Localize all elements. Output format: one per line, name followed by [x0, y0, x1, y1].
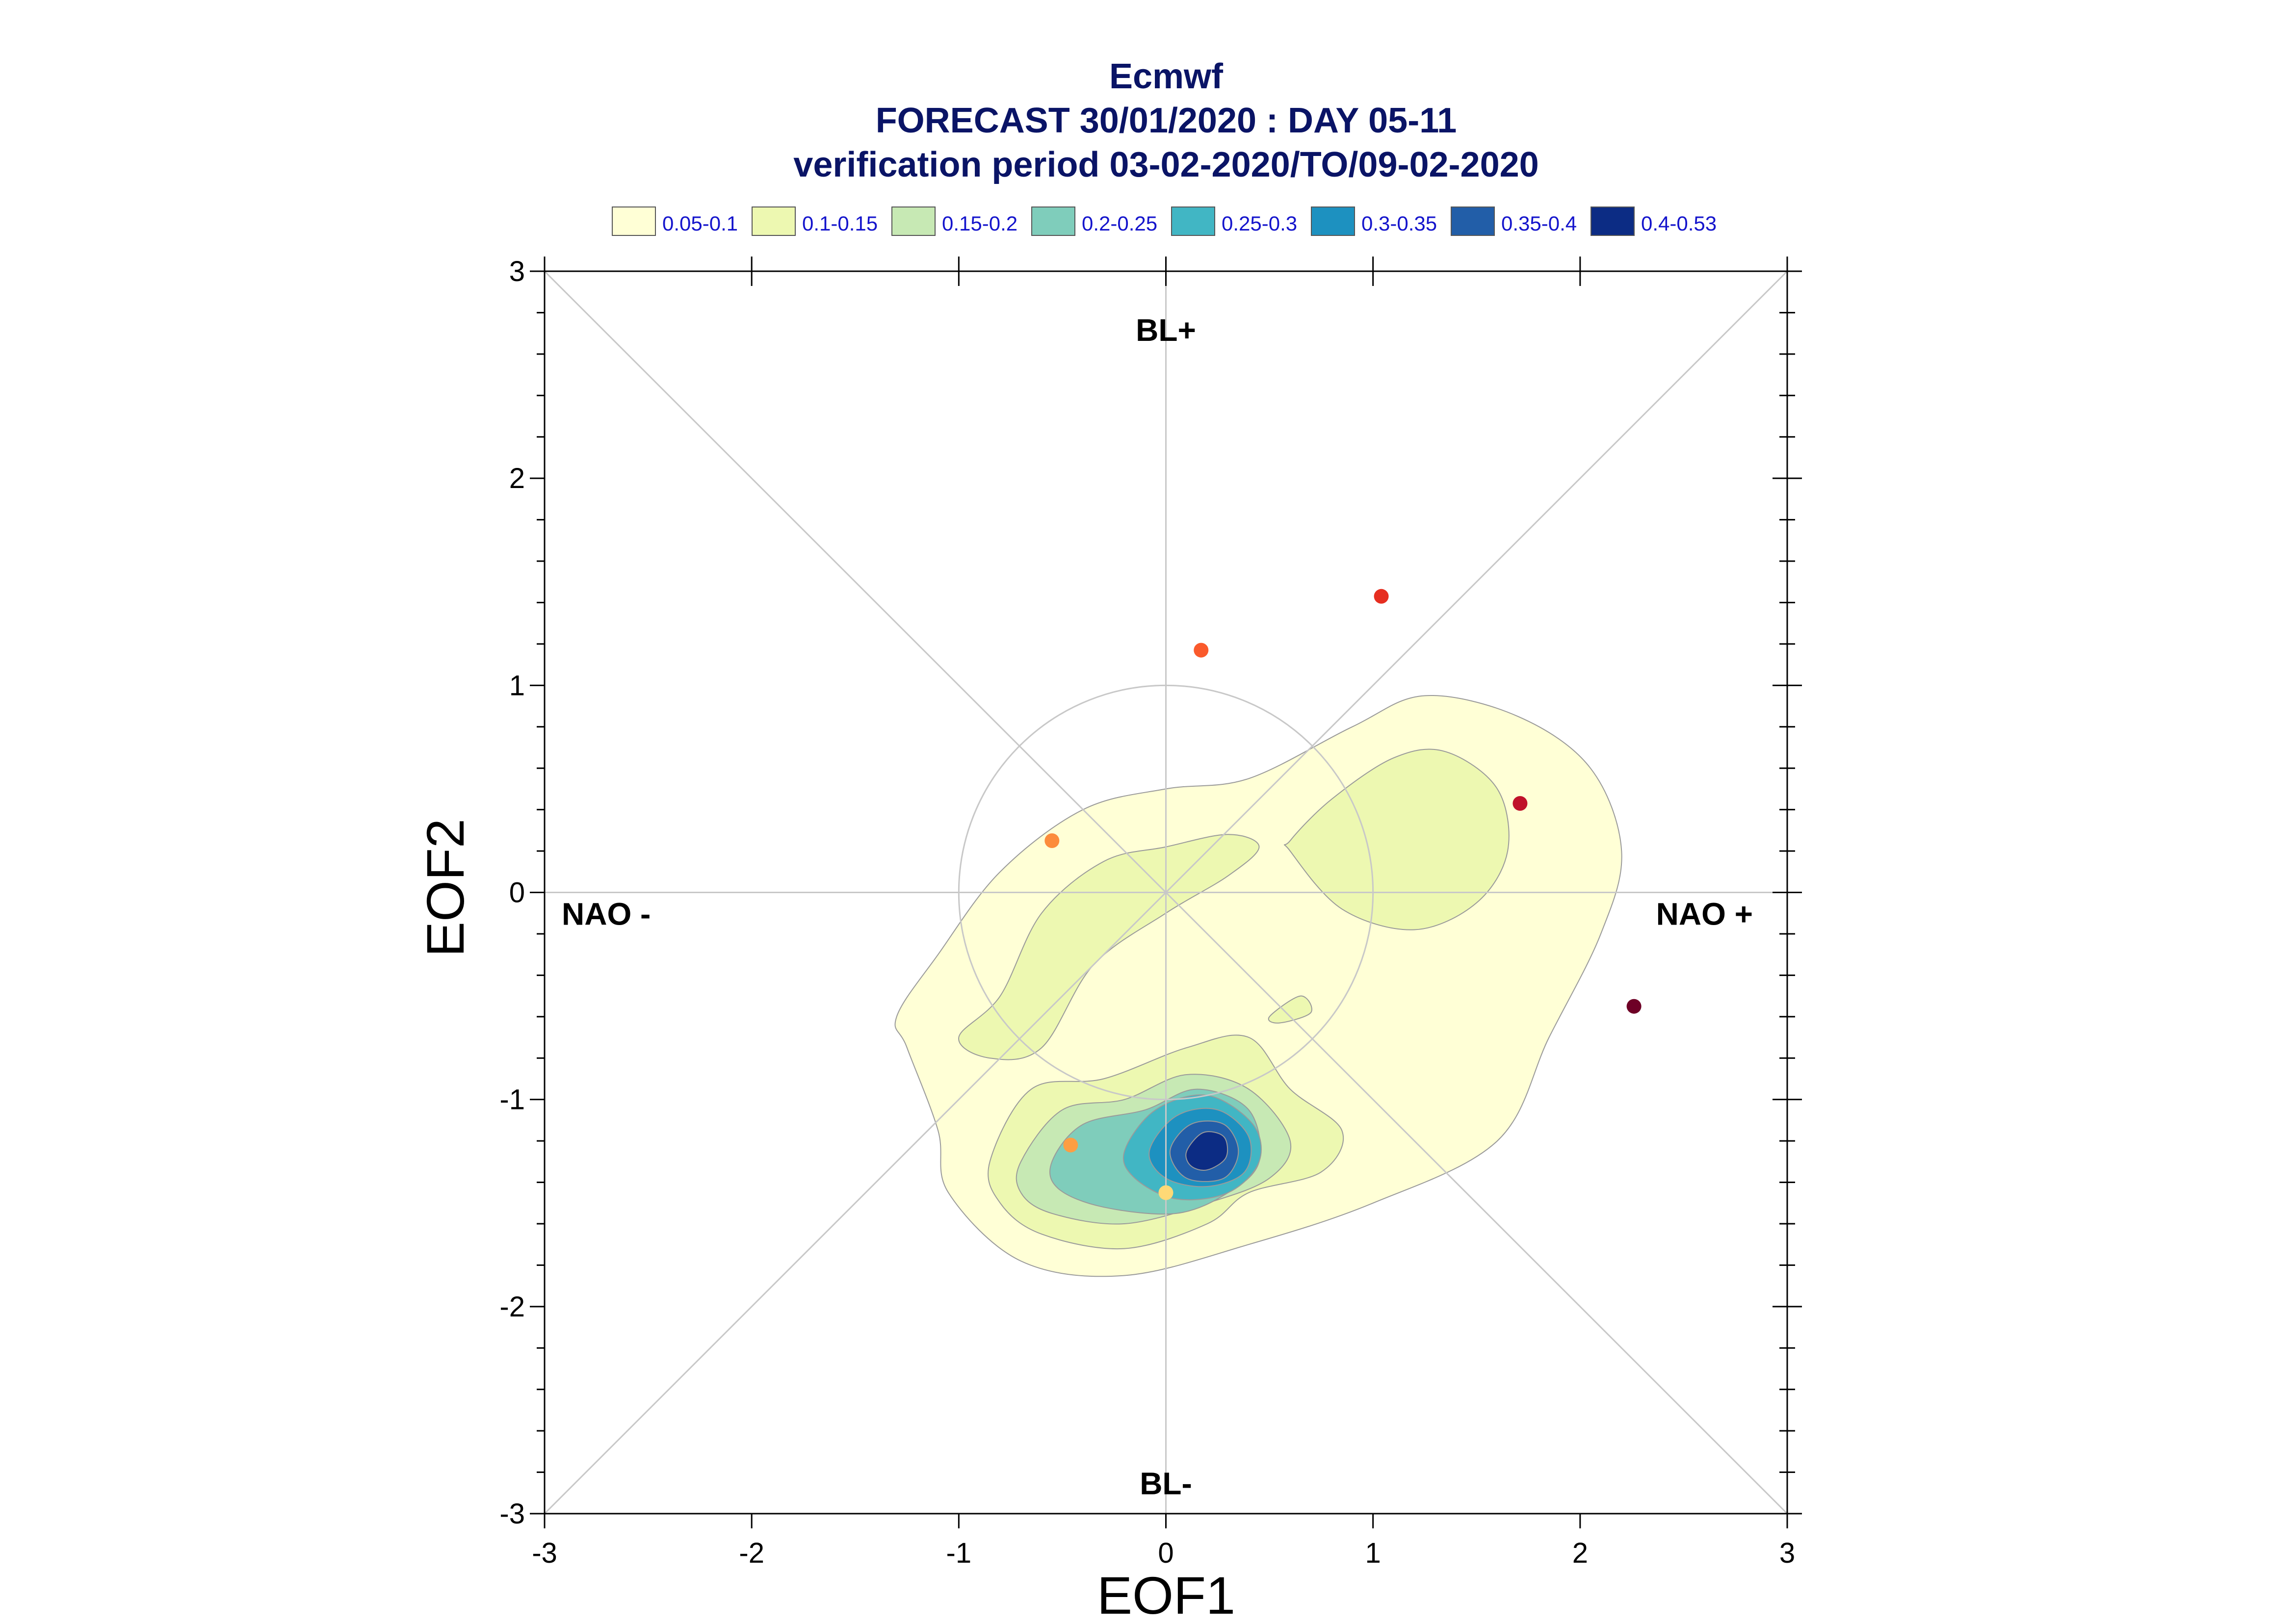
member-point [1513, 796, 1528, 811]
y-axis-title: EOF2 [416, 819, 475, 957]
legend-swatch [1031, 206, 1075, 236]
y-tick-label: 3 [509, 256, 525, 287]
legend-swatch [891, 206, 936, 236]
legend-item: 0.35-0.4 [1451, 206, 1577, 236]
legend-swatch [1171, 206, 1215, 236]
legend-label: 0.4-0.53 [1641, 212, 1717, 235]
title-line-1: Ecmwf [1109, 57, 1224, 96]
legend-swatch [1591, 206, 1635, 236]
region-label: BL- [1140, 1466, 1192, 1501]
density-contour [958, 834, 1260, 1060]
region-labels: BL+ BL- NAO - NAO + [562, 312, 1753, 1501]
x-tick-label: 3 [1779, 1537, 1795, 1569]
density-contour [1283, 748, 1510, 930]
legend-item: 0.25-0.3 [1171, 206, 1297, 236]
member-point [1626, 999, 1642, 1014]
x-tick-label: 1 [1365, 1537, 1381, 1569]
legend-label: 0.3-0.35 [1361, 212, 1437, 235]
legend-label: 0.2-0.25 [1082, 212, 1157, 235]
chart-title: Ecmwf FORECAST 30/01/2020 : DAY 05-11 ve… [793, 57, 1539, 184]
density-contour [1268, 995, 1312, 1024]
x-tick-label: 0 [1158, 1537, 1174, 1569]
legend: 0.05-0.1 0.1-0.15 0.15-0.2 0.2-0.25 0.25-0.3… [612, 206, 1717, 236]
member-point [1374, 589, 1389, 604]
y-tick-label: -2 [499, 1291, 525, 1323]
member-point [1044, 833, 1060, 848]
title-line-3: verification period 03-02-2020/TO/09-02-… [793, 145, 1539, 184]
region-label: NAO - [562, 897, 651, 932]
density-contours [894, 695, 1622, 1277]
member-point [1063, 1137, 1078, 1153]
y-tick-label: 1 [509, 670, 525, 701]
legend-item: 0.1-0.15 [752, 206, 878, 236]
x-tick-label: 2 [1572, 1537, 1588, 1569]
legend-item: 0.2-0.25 [1031, 206, 1157, 236]
legend-swatch [1311, 206, 1355, 236]
y-tick-label: -3 [499, 1498, 525, 1530]
legend-label: 0.05-0.1 [662, 212, 738, 235]
legend-item: 0.15-0.2 [891, 206, 1017, 236]
legend-swatch [752, 206, 796, 236]
x-tick-label: -3 [532, 1537, 557, 1569]
region-label: NAO + [1656, 897, 1753, 932]
title-line-2: FORECAST 30/01/2020 : DAY 05-11 [876, 101, 1457, 140]
legend-label: 0.25-0.3 [1222, 212, 1297, 235]
y-tick-label: 0 [509, 877, 525, 909]
region-label: BL+ [1136, 312, 1196, 348]
member-point [1158, 1185, 1174, 1200]
legend-item: 0.4-0.53 [1591, 206, 1717, 236]
reference-circle [958, 684, 1374, 1101]
x-tick-label: -1 [946, 1537, 972, 1569]
member-point [1194, 643, 1209, 658]
legend-label: 0.15-0.2 [942, 212, 1017, 235]
x-tick-label: -2 [739, 1537, 764, 1569]
x-axis-title: EOF1 [1097, 1566, 1235, 1624]
legend-swatch [612, 206, 656, 236]
plot-area: -3 -2 -1 0 1 2 3 -3 -2 -1 0 1 2 3 BL+ BL- NAO - NAO + [499, 256, 1802, 1569]
legend-label: 0.1-0.15 [802, 212, 878, 235]
legend-swatch [1451, 206, 1495, 236]
axis-ticks: -3 -2 -1 0 1 2 3 -3 -2 -1 0 1 2 3 [499, 256, 1802, 1569]
reference-lines [544, 270, 1788, 1515]
density-contour [1185, 1131, 1228, 1171]
legend-item: 0.05-0.1 [612, 206, 738, 236]
ensemble-members [1044, 589, 1642, 1200]
y-tick-label: -1 [499, 1084, 525, 1116]
y-tick-label: 2 [509, 463, 525, 494]
legend-label: 0.35-0.4 [1501, 212, 1577, 235]
legend-item: 0.3-0.35 [1311, 206, 1437, 236]
